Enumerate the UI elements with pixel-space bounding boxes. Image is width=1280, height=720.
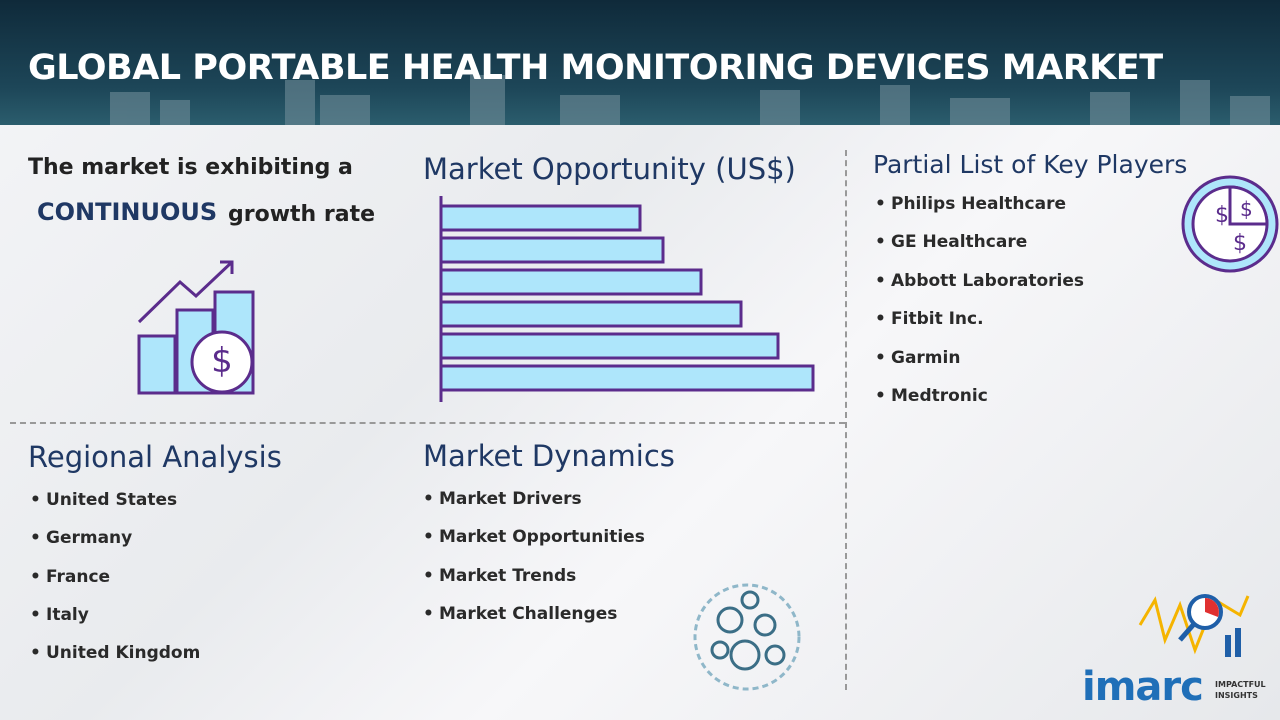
growth-text: growth rate xyxy=(228,202,376,227)
logo-tag: INSIGHTS xyxy=(1215,691,1258,700)
skyline xyxy=(110,75,1270,125)
logo-icon xyxy=(1138,594,1250,657)
list-item: Market Trends xyxy=(423,566,576,586)
list-item: Italy xyxy=(30,605,89,625)
bar-icon xyxy=(439,196,815,402)
list-item: Fitbit Inc. xyxy=(875,309,984,329)
svg-text:$: $ xyxy=(1240,197,1253,221)
list-item: GE Healthcare xyxy=(875,232,1027,252)
list-item: Market Drivers xyxy=(423,489,582,509)
svg-text:$: $ xyxy=(211,341,233,381)
gears-icon xyxy=(693,583,801,691)
svg-text:$: $ xyxy=(1215,203,1229,228)
list-item: Medtronic xyxy=(875,386,988,406)
section-title: Market Opportunity (US$) xyxy=(423,152,796,186)
divider xyxy=(845,150,847,690)
header-band: GLOBAL PORTABLE HEALTH MONITORING DEVICE… xyxy=(0,0,1280,125)
list-item: Garmin xyxy=(875,348,961,368)
logo-brand: imarc xyxy=(1082,664,1204,710)
list-item: Market Challenges xyxy=(423,604,617,624)
list-item: Germany xyxy=(30,528,132,548)
dollar-pie-icon: $ $ $ xyxy=(1181,175,1279,273)
list-item: Market Opportunities xyxy=(423,527,645,547)
growth-text: The market is exhibiting a xyxy=(28,155,353,180)
divider xyxy=(10,422,845,424)
list-item: Philips Healthcare xyxy=(875,194,1066,214)
list-item: United Kingdom xyxy=(30,643,200,663)
section-title: Market Dynamics xyxy=(423,439,675,473)
growth-icon: $ xyxy=(137,260,255,395)
section-title: Regional Analysis xyxy=(28,440,282,474)
logo-tag: IMPACTFUL xyxy=(1215,680,1266,689)
list-item: France xyxy=(30,567,110,587)
page-title: GLOBAL PORTABLE HEALTH MONITORING DEVICE… xyxy=(28,48,1163,88)
svg-text:$: $ xyxy=(1233,231,1247,256)
section-title: Partial List of Key Players xyxy=(873,150,1188,179)
growth-emphasis: CONTINUOUS xyxy=(37,198,218,226)
list-item: Abbott Laboratories xyxy=(875,271,1084,291)
list-item: United States xyxy=(30,490,177,510)
